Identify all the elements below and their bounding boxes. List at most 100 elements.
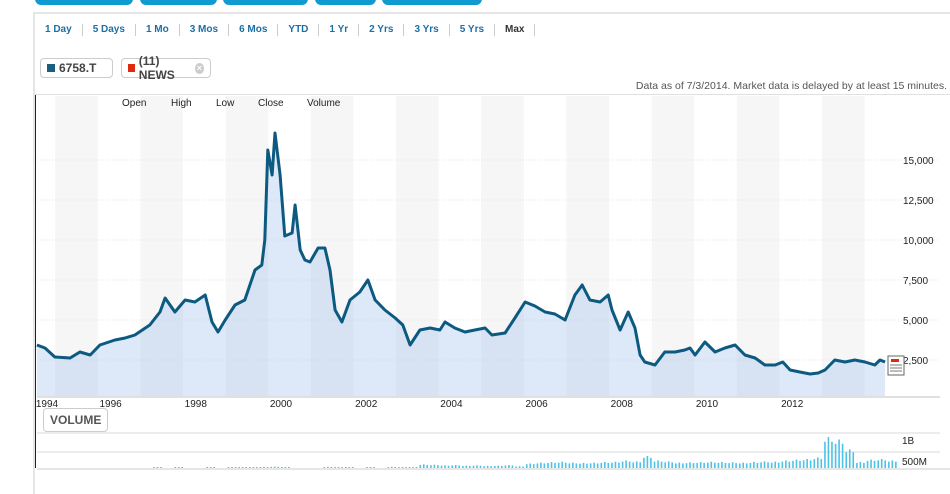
volume-bar — [671, 462, 673, 468]
legend-high: High — [171, 98, 192, 109]
volume-bar — [391, 467, 393, 468]
volume-bar — [395, 467, 397, 468]
volume-bar — [700, 462, 702, 468]
volume-bar — [760, 462, 762, 468]
volume-bar — [742, 463, 744, 468]
volume-bar — [817, 458, 819, 469]
volume-bar — [778, 463, 780, 468]
volume-bar — [213, 467, 215, 468]
year-band — [822, 96, 865, 397]
volume-bar — [625, 461, 627, 469]
volume-bar — [526, 464, 528, 468]
volume-bar — [426, 465, 428, 468]
y-tick-label: 7,500 — [903, 276, 928, 287]
volume-bar — [494, 466, 496, 468]
volume-bar — [231, 467, 233, 468]
volume-bar — [657, 461, 659, 469]
volume-bar — [792, 461, 794, 468]
volume-bar — [423, 464, 425, 468]
volume-bar — [483, 466, 485, 468]
volume-bar — [490, 466, 492, 468]
volume-bar — [402, 467, 404, 468]
volume-bar — [242, 467, 244, 468]
x-tick-label: 2010 — [696, 399, 719, 410]
volume-bar — [366, 467, 368, 468]
volume-bar — [845, 452, 847, 468]
volume-bar — [679, 463, 681, 468]
volume-bar — [750, 463, 752, 468]
volume-bar — [689, 462, 691, 468]
volume-bar — [622, 462, 624, 468]
volume-bar — [455, 465, 457, 468]
volume-bar — [696, 463, 698, 468]
volume-bar — [267, 467, 269, 468]
volume-bar — [597, 463, 599, 468]
volume-bar — [572, 463, 574, 468]
volume-bar — [338, 467, 340, 468]
volume-bar — [789, 462, 791, 468]
volume-bar — [654, 462, 656, 468]
volume-bar — [757, 463, 759, 468]
volume-bar — [650, 458, 652, 468]
volume-bar — [629, 462, 631, 468]
volume-bar — [810, 460, 812, 468]
volume-bar — [586, 464, 588, 468]
volume-bar — [884, 460, 886, 468]
volume-bar — [398, 467, 400, 468]
x-tick-label: 1998 — [185, 399, 208, 410]
volume-bar — [639, 462, 641, 468]
volume-bar — [703, 463, 705, 468]
volume-bar — [547, 463, 549, 468]
volume-bar — [288, 467, 290, 468]
news-icon[interactable] — [888, 356, 904, 375]
volume-bar — [416, 467, 418, 468]
volume-tick-label: 500M — [902, 457, 927, 468]
volume-bar — [764, 461, 766, 468]
volume-bar — [235, 467, 237, 468]
volume-bar — [334, 467, 336, 468]
volume-bar — [611, 463, 613, 468]
volume-bar — [888, 462, 890, 468]
volume-bar — [345, 467, 347, 468]
volume-bar — [256, 467, 258, 468]
volume-bar — [856, 463, 858, 468]
volume-bar — [806, 459, 808, 468]
volume-bar — [498, 466, 500, 468]
volume-bar — [533, 464, 535, 468]
volume-bar — [178, 467, 180, 468]
volume-bar — [682, 463, 684, 468]
volume-bar — [632, 462, 634, 468]
volume-bar — [664, 462, 666, 468]
volume-bar — [277, 467, 279, 468]
volume-bar — [860, 462, 862, 468]
volume-bar — [874, 461, 876, 468]
volume-bar — [803, 460, 805, 468]
legend-open: Open — [122, 98, 146, 109]
volume-bar — [505, 465, 507, 468]
volume-bar — [725, 463, 727, 468]
volume-bar — [434, 465, 436, 468]
volume-bar — [771, 463, 773, 468]
volume-bar — [608, 463, 610, 468]
volume-bar — [458, 465, 460, 468]
volume-button[interactable]: VOLUME — [43, 408, 108, 432]
x-tick-label: 2006 — [525, 399, 548, 410]
volume-bar — [348, 467, 350, 468]
volume-bar — [892, 461, 894, 469]
volume-bar — [554, 463, 556, 468]
volume-bar — [540, 463, 542, 468]
volume-tick-label: 1B — [902, 436, 915, 447]
volume-bar — [732, 462, 734, 468]
volume-bar — [636, 461, 638, 468]
volume-bar — [753, 462, 755, 468]
volume-bar — [551, 462, 553, 468]
volume-bar — [270, 467, 272, 468]
volume-bar — [263, 467, 265, 468]
volume-bar — [253, 467, 255, 468]
volume-bar — [281, 467, 283, 468]
volume-bar — [721, 462, 723, 468]
y-axis-line — [35, 95, 36, 468]
volume-bar — [593, 463, 595, 468]
volume-bar — [451, 465, 453, 468]
